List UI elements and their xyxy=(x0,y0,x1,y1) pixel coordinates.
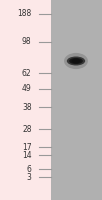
Text: 6: 6 xyxy=(27,164,32,173)
Ellipse shape xyxy=(67,56,85,66)
Text: 62: 62 xyxy=(22,68,32,77)
Text: 188: 188 xyxy=(17,9,32,19)
Ellipse shape xyxy=(69,58,83,64)
Text: 14: 14 xyxy=(22,150,32,160)
Bar xyxy=(0,0,51,200)
Text: 28: 28 xyxy=(22,124,32,134)
Bar xyxy=(51,0,102,200)
Ellipse shape xyxy=(64,53,88,69)
Text: 38: 38 xyxy=(22,102,32,112)
Text: 98: 98 xyxy=(22,38,32,46)
Text: 17: 17 xyxy=(22,142,32,152)
Text: 3: 3 xyxy=(27,172,32,182)
Text: 49: 49 xyxy=(22,84,32,93)
Ellipse shape xyxy=(71,59,81,63)
